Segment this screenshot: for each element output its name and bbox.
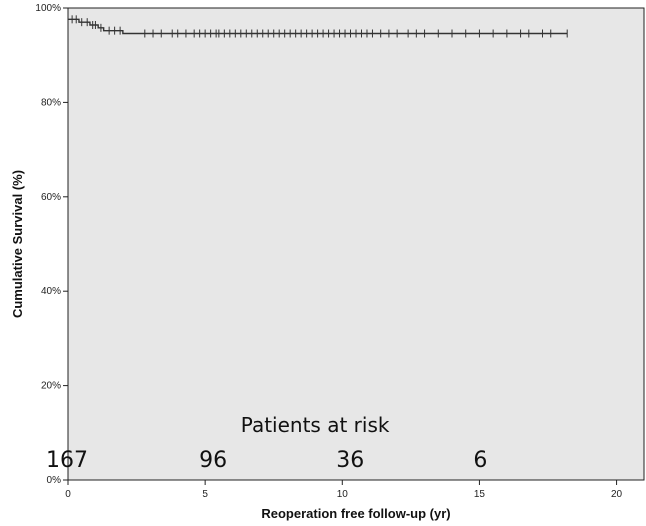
at-risk-counts: 167 96 36 6 (46, 448, 487, 473)
survival-curve (68, 18, 568, 35)
at-risk-count: 96 (199, 448, 227, 473)
at-risk-count: 6 (473, 448, 487, 473)
y-tick-label: 100% (35, 3, 61, 14)
at-risk-title: Patients at risk (241, 413, 390, 437)
x-axis-ticks: 0 5 10 15 20 (65, 480, 623, 500)
x-tick-label: 5 (202, 489, 208, 500)
y-axis-ticks: 0% 20% 40% 60% 80% 100% (35, 3, 68, 486)
at-risk-count: 36 (336, 448, 364, 473)
x-tick-label: 15 (474, 489, 486, 500)
x-axis-label: Reoperation free follow-up (yr) (261, 506, 450, 521)
censored-marks (71, 15, 568, 38)
x-tick-label: 0 (65, 489, 71, 500)
x-tick-label: 20 (611, 489, 623, 500)
y-tick-label: 80% (41, 97, 61, 108)
y-tick-label: 40% (41, 286, 61, 297)
y-axis-label: Cumulative Survival (%) (10, 170, 25, 318)
plot-area (67, 7, 645, 481)
y-tick-label: 60% (41, 192, 61, 203)
at-risk-count: 167 (46, 448, 88, 473)
x-tick-label: 10 (337, 489, 349, 500)
y-tick-label: 20% (41, 381, 61, 392)
y-tick-label: 0% (47, 475, 62, 486)
